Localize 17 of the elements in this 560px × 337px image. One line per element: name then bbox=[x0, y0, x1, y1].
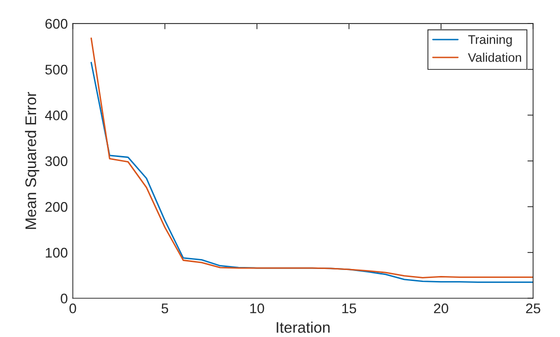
y-tick-label: 400 bbox=[45, 110, 68, 120]
x-tick-label: 25 bbox=[526, 303, 540, 314]
y-axis-title: Mean Squared Error bbox=[24, 92, 40, 229]
y-tick-label: 100 bbox=[46, 248, 68, 258]
y-tick-label: 600 bbox=[45, 18, 68, 29]
x-tick-label: 0 bbox=[69, 303, 76, 314]
x-tick-label: 5 bbox=[162, 304, 168, 314]
y-tick-label: 200 bbox=[45, 202, 68, 212]
legend-label: Validation bbox=[468, 52, 522, 62]
x-tick-label: 10 bbox=[250, 303, 264, 314]
y-tick-label: 300 bbox=[45, 156, 68, 166]
y-tick-label: 0 bbox=[60, 294, 68, 304]
legend-label: Training bbox=[468, 34, 512, 46]
x-axis-title: Iteration bbox=[276, 322, 330, 333]
y-tick-label: 500 bbox=[45, 64, 68, 75]
x-tick-label: 15 bbox=[342, 304, 356, 314]
x-tick-label: 20 bbox=[434, 303, 448, 314]
